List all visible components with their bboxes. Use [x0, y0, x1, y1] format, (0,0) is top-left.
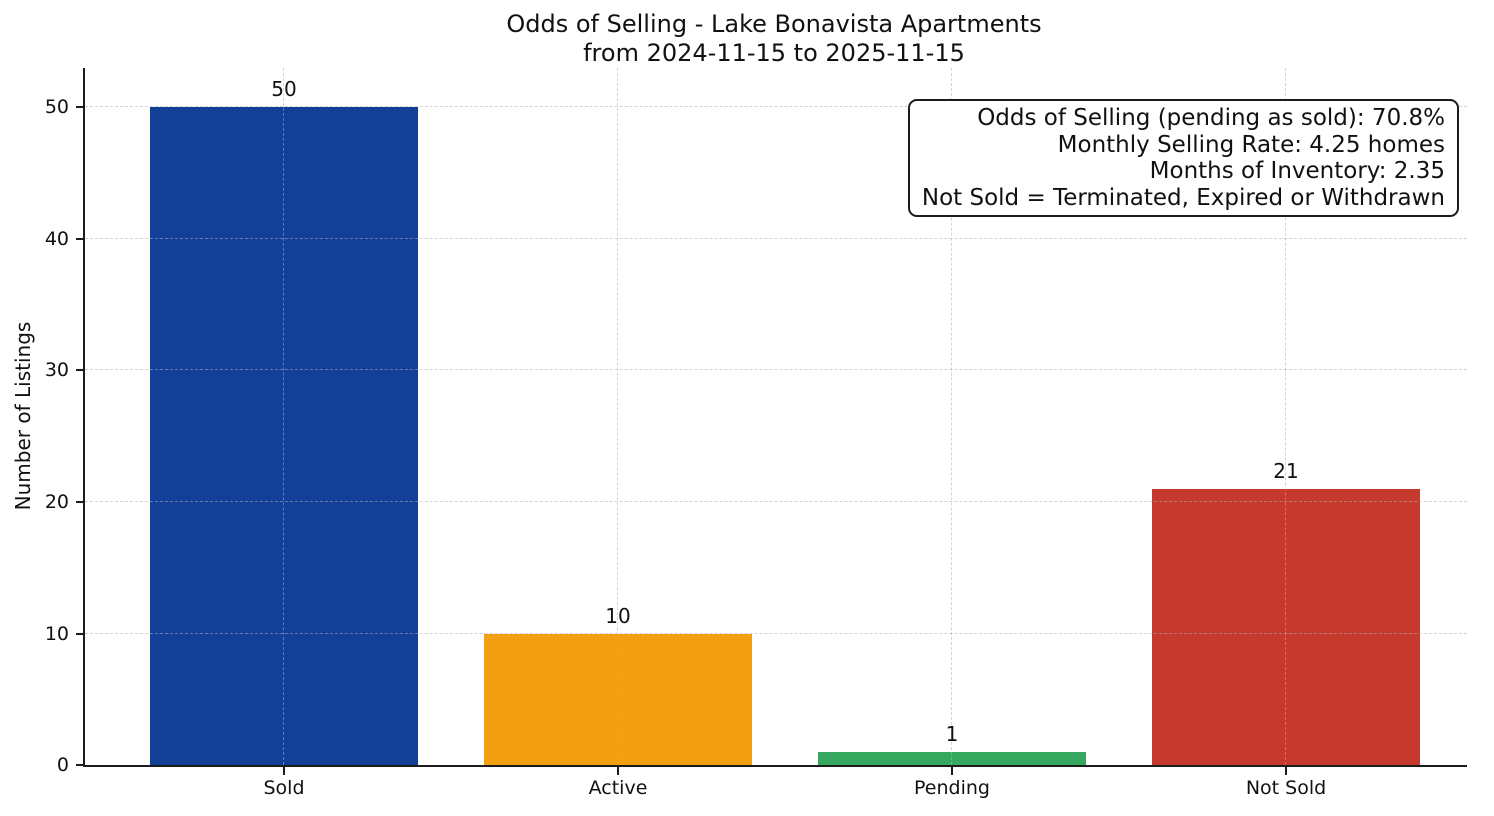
y-tick-label: 30: [44, 359, 69, 382]
y-tick-mark: [76, 237, 85, 240]
y-tick-label: 50: [44, 96, 69, 119]
y-tick-label: 10: [44, 622, 69, 645]
y-axis-title: Number of Listings: [11, 321, 35, 511]
x-gridline: [283, 68, 284, 765]
annotation-box: Odds of Selling (pending as sold): 70.8%…: [907, 99, 1459, 217]
y-tick-mark: [76, 764, 85, 766]
bar-value-label: 1: [945, 721, 959, 746]
chart-title-line1: Odds of Selling - Lake Bonavista Apartme…: [506, 10, 1042, 38]
annotation-line-odds: Odds of Selling (pending as sold): 70.8%: [977, 105, 1445, 131]
y-gridline: [85, 632, 1467, 634]
y-tick-mark: [76, 106, 85, 109]
bar-not-sold: [1152, 488, 1420, 765]
y-tick-label: 20: [44, 490, 69, 513]
annotation-line-not-sold-note: Not Sold = Terminated, Expired or Withdr…: [921, 184, 1445, 211]
y-tick-mark: [76, 369, 85, 372]
bar-pending: [818, 751, 1086, 765]
x-tick-label: Active: [588, 777, 648, 799]
bar-sold: [150, 107, 418, 765]
bar-value-label: 50: [271, 77, 297, 102]
x-gridline: [1285, 68, 1286, 765]
annotation-line-inventory: Months of Inventory: 2.35: [1149, 158, 1445, 184]
x-tick-mark: [617, 765, 619, 775]
x-tick-mark: [951, 765, 953, 775]
y-gridline: [85, 237, 1467, 239]
y-gridline: [85, 369, 1467, 371]
bar-active: [484, 633, 752, 765]
plot-area: 0 10 20 30 40 50 50 Sold 10 Active 1 Pending 21 Not S…: [45, 68, 1467, 799]
chart-title: Odds of Selling - Lake Bonavista Apartme…: [83, 10, 1465, 68]
bar-value-label: 10: [605, 603, 631, 628]
x-tick-label: Not Sold: [1245, 777, 1327, 799]
annotation-line-selling-rate: Monthly Selling Rate: 4.25 homes: [1057, 131, 1445, 158]
y-tick-mark: [76, 632, 85, 635]
y-gridline: [85, 106, 1467, 108]
y-tick-mark: [76, 500, 85, 503]
x-tick-mark: [283, 765, 285, 775]
bar-value-label: 21: [1273, 458, 1299, 483]
y-tick-label: 40: [44, 227, 69, 250]
x-tick-label: Sold: [263, 777, 305, 799]
y-tick-label: 0: [56, 754, 69, 776]
x-tick-mark: [1285, 765, 1287, 775]
x-gridline: [951, 68, 952, 765]
x-tick-label: Pending: [914, 777, 990, 799]
x-gridline: [617, 68, 618, 765]
chart-title-line2: from 2024-11-15 to 2025-11-15: [583, 39, 965, 67]
y-gridline: [85, 500, 1467, 502]
